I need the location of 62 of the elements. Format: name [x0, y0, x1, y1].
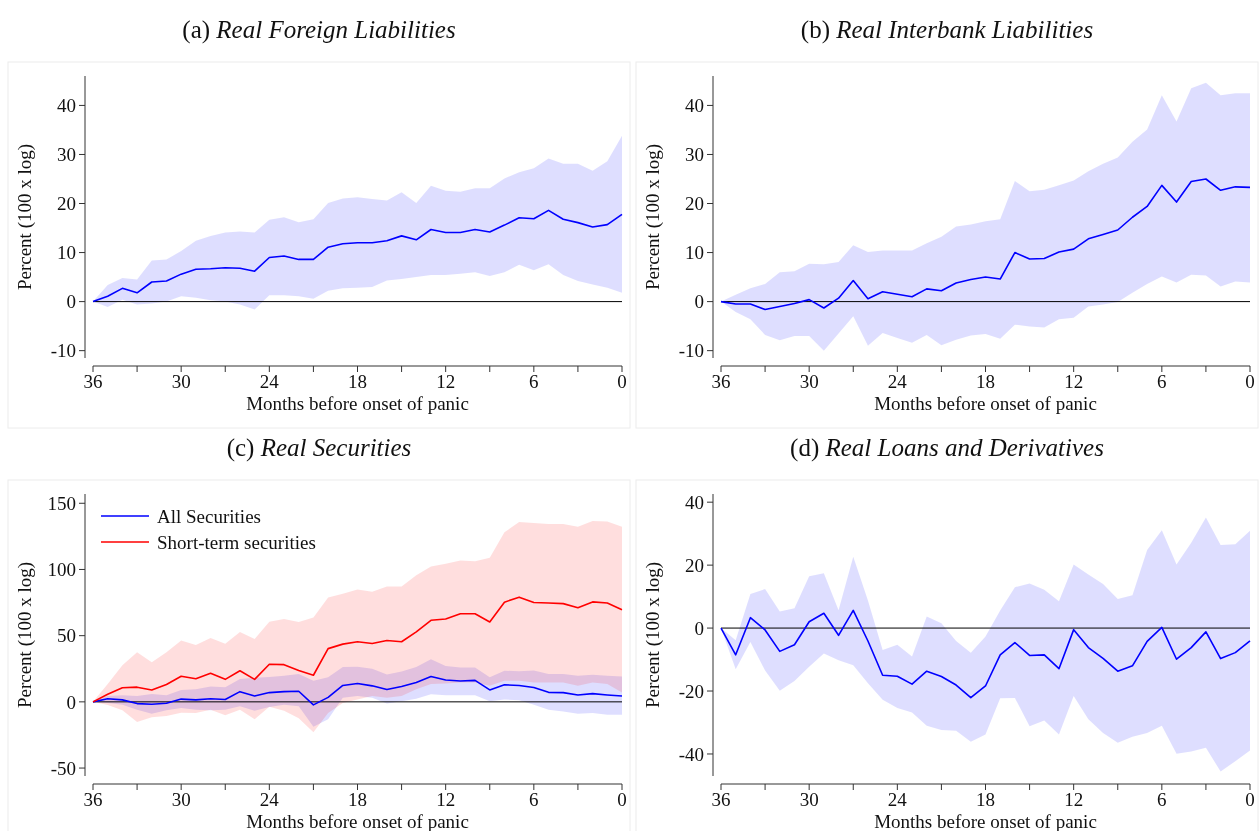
x-tick-label: 0 — [617, 789, 627, 810]
x-tick-label: 18 — [976, 789, 995, 810]
x-tick-label: 24 — [887, 789, 908, 810]
y-tick-label: 30 — [57, 144, 76, 166]
y-tick-label: 0 — [66, 691, 76, 713]
x-tick-label: 18 — [976, 371, 995, 392]
x-axis-title: Months before onset of panic — [246, 393, 469, 414]
x-tick-label: 0 — [1245, 789, 1255, 810]
x-tick-label: 30 — [171, 789, 191, 810]
y-tick-label: -10 — [50, 340, 76, 362]
x-tick-label: 6 — [529, 371, 539, 392]
x-tick-label: 30 — [799, 371, 819, 392]
y-axis-title: Percent (100 x log) — [642, 561, 664, 709]
y-tick-label: -10 — [678, 340, 704, 362]
x-tick-label: 24 — [887, 371, 908, 392]
x-tick-label: 18 — [348, 371, 367, 392]
y-tick-label: 100 — [47, 559, 76, 581]
x-tick-label: 36 — [83, 371, 103, 392]
x-tick-label: 36 — [83, 789, 103, 810]
chart-title: (b) Real Interbank Liabilities — [800, 16, 1094, 44]
x-tick-label: 12 — [1064, 789, 1084, 810]
y-tick-label: 10 — [57, 242, 76, 264]
chart-title: (a) Real Foreign Liabilities — [182, 16, 456, 44]
y-tick-label: 150 — [47, 492, 76, 514]
y-tick-label: 40 — [685, 95, 704, 117]
x-tick-label: 12 — [436, 371, 456, 392]
y-tick-label: 0 — [694, 617, 704, 639]
chart-title: (c) Real Securities — [226, 434, 412, 462]
x-tick-label: 12 — [436, 789, 456, 810]
x-tick-label: 30 — [171, 371, 191, 392]
y-tick-label: -50 — [50, 757, 76, 779]
chart-title: (d) Real Loans and Derivatives — [790, 434, 1104, 462]
x-tick-label: 24 — [259, 371, 280, 392]
y-tick-label: 20 — [57, 193, 76, 215]
x-tick-label: 6 — [1157, 789, 1167, 810]
x-axis-title: Months before onset of panic — [874, 393, 1097, 414]
legend-label: All Securities — [157, 505, 261, 527]
legend-label: Short-term securities — [157, 531, 316, 553]
y-tick-label: 30 — [685, 144, 704, 166]
y-tick-label: 0 — [66, 291, 76, 313]
x-tick-label: 30 — [799, 789, 819, 810]
y-tick-label: 10 — [685, 242, 704, 264]
x-tick-label: 18 — [348, 789, 367, 810]
y-tick-label: 40 — [57, 95, 76, 117]
x-tick-label: 36 — [711, 371, 731, 392]
y-tick-label: -20 — [678, 680, 704, 702]
y-tick-label: 40 — [685, 491, 704, 513]
x-tick-label: 12 — [1064, 371, 1084, 392]
y-tick-label: 20 — [685, 554, 704, 576]
x-tick-label: 0 — [617, 371, 627, 392]
y-tick-label: 0 — [694, 291, 704, 313]
y-axis-title: Percent (100 x log) — [14, 561, 36, 709]
y-tick-label: 20 — [685, 193, 704, 215]
x-tick-label: 6 — [529, 789, 539, 810]
x-tick-label: 24 — [259, 789, 280, 810]
y-tick-label: 50 — [57, 625, 76, 647]
x-tick-label: 0 — [1245, 371, 1255, 392]
y-axis-title: Percent (100 x log) — [14, 143, 36, 291]
x-tick-label: 6 — [1157, 371, 1167, 392]
x-tick-label: 36 — [711, 789, 731, 810]
y-axis-title: Percent (100 x log) — [642, 143, 664, 291]
y-tick-label: -40 — [678, 743, 704, 765]
